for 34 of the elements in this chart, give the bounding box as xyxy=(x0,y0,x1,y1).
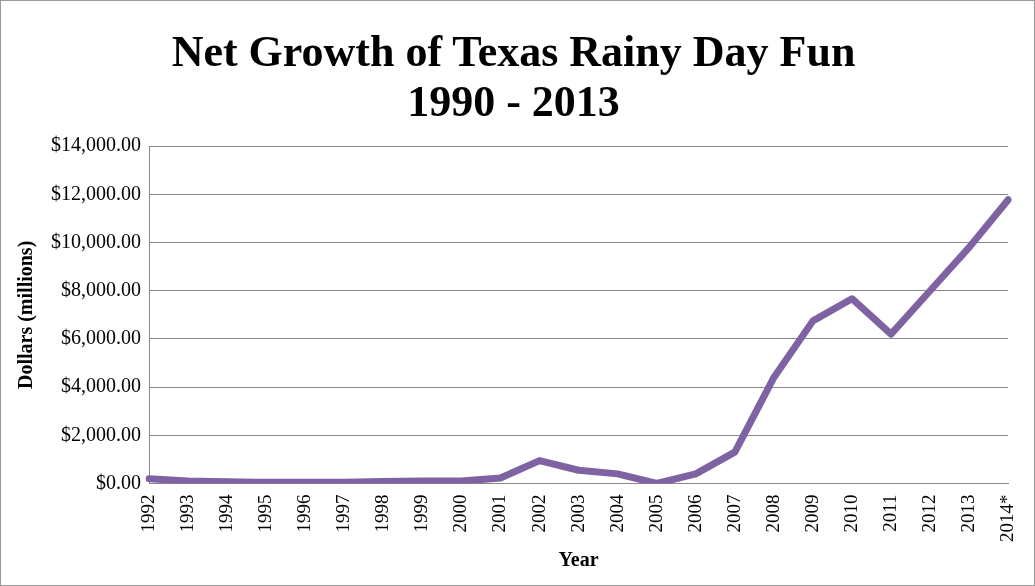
y-tick-label: $2,000.00 xyxy=(61,422,141,445)
x-tick-label: 2014* xyxy=(996,494,1018,542)
y-tick-label: $8,000.00 xyxy=(61,278,141,301)
x-tick-label: 1997 xyxy=(332,494,354,533)
x-tick-label: 2005 xyxy=(644,494,666,533)
x-tick-label: 2013 xyxy=(957,494,979,533)
y-tick-label: $10,000.00 xyxy=(51,229,141,252)
x-tick-label: 1995 xyxy=(254,494,276,533)
y-tick-label: $6,000.00 xyxy=(61,326,141,349)
chart-title: Net Growth of Texas Rainy Day Fun 1990 - 2013 xyxy=(171,26,856,127)
x-tick-label: 2009 xyxy=(800,494,822,533)
x-tick-label: 2000 xyxy=(449,494,471,533)
x-tick-label: 1999 xyxy=(410,494,432,533)
x-tick-label: 2006 xyxy=(683,494,705,533)
y-tick-label: $4,000.00 xyxy=(61,374,141,397)
x-tick-label: 2012 xyxy=(918,494,940,533)
x-tick-label: 1992 xyxy=(136,494,158,533)
x-tick-label: 2003 xyxy=(566,494,588,533)
x-tick-label: 1998 xyxy=(371,494,393,533)
x-tick-label: 2008 xyxy=(761,494,783,533)
y-tick-label: $0.00 xyxy=(96,470,141,493)
x-tick-label: 2007 xyxy=(722,494,744,533)
x-tick-label: 1994 xyxy=(215,494,237,533)
x-tick-label: 1993 xyxy=(176,494,198,533)
y-tick-label: $12,000.00 xyxy=(51,181,141,204)
x-tick-label: 2001 xyxy=(488,494,510,533)
x-tick-label: 1996 xyxy=(293,494,315,533)
y-tick-label: $14,000.00 xyxy=(51,133,141,156)
x-tick-label: 2002 xyxy=(527,494,549,533)
x-tick-label: 2010 xyxy=(839,494,861,533)
x-axis-title: Year xyxy=(558,548,599,571)
y-axis-title: Dollars (millions) xyxy=(14,240,38,390)
x-tick-label: 2004 xyxy=(605,494,627,533)
x-tick-label: 2011 xyxy=(879,494,901,532)
